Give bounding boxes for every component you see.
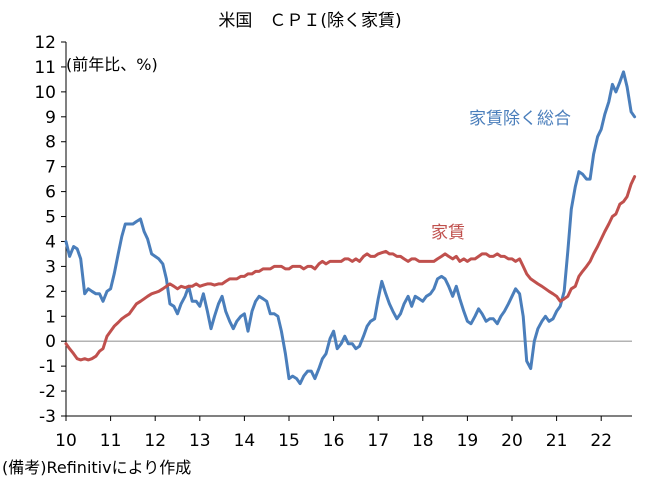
x-tick-label: 10	[55, 431, 77, 451]
series-label-total: 家賃除く総合	[469, 109, 571, 129]
series-line-total-ex-rent	[64, 70, 637, 386]
source-note: (備考)Refinitivにより作成	[2, 458, 191, 477]
x-tick-label: 15	[278, 431, 300, 451]
y-tick-label: 11	[34, 58, 56, 78]
y-tick-label: -2	[39, 382, 56, 402]
y-tick-label: 8	[45, 133, 56, 153]
x-tick-label: 22	[590, 431, 612, 451]
series-line-rent	[64, 175, 637, 362]
x-tick-label: 14	[234, 431, 256, 451]
chart-title: 米国 ＣＰＩ(除く家賃)	[218, 11, 401, 31]
y-tick-label: 5	[45, 208, 56, 228]
x-tick-label: 17	[367, 431, 389, 451]
x-tick-label: 20	[501, 431, 523, 451]
x-tick-label: 19	[457, 431, 479, 451]
y-tick-label: -1	[39, 357, 56, 377]
x-tick-label: 13	[189, 431, 211, 451]
x-tick-label: 12	[144, 431, 166, 451]
x-tick-label: 21	[546, 431, 568, 451]
y-tick-label: 10	[34, 83, 56, 103]
y-unit-label: (前年比、%)	[66, 55, 158, 74]
y-tick-label: 9	[45, 108, 56, 128]
y-tick-label: 7	[45, 158, 56, 178]
y-tick-label: -3	[39, 407, 56, 427]
y-tick-label: 12	[34, 33, 56, 53]
x-tick-label: 18	[412, 431, 434, 451]
x-tick-label: 11	[100, 431, 122, 451]
y-tick-label: 0	[45, 332, 56, 352]
y-tick-label: 4	[45, 232, 56, 252]
series-label-rent: 家賃	[431, 223, 465, 243]
x-tick-label: 16	[323, 431, 345, 451]
y-tick-label: 6	[45, 183, 56, 203]
y-tick-label: 3	[45, 257, 56, 277]
y-tick-label: 2	[45, 282, 56, 302]
y-tick-label: 1	[45, 307, 56, 327]
